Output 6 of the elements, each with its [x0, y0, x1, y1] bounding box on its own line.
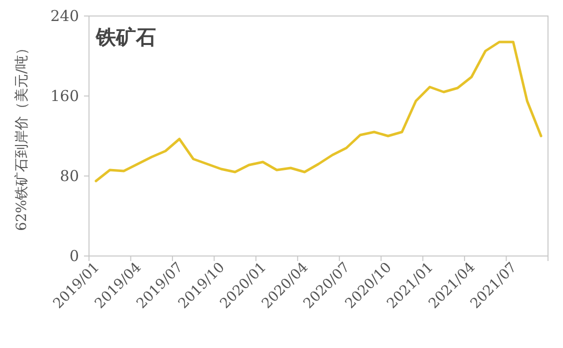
text: 铁矿石	[95, 25, 156, 49]
y-axis-title: 62%铁矿石到岸价（美元/吨）	[14, 41, 30, 231]
y-tick-label: 160	[50, 87, 79, 105]
y-tick-label: 0	[69, 247, 79, 265]
y-tick-label: 80	[60, 167, 79, 185]
y-tick-label: 240	[50, 7, 79, 25]
